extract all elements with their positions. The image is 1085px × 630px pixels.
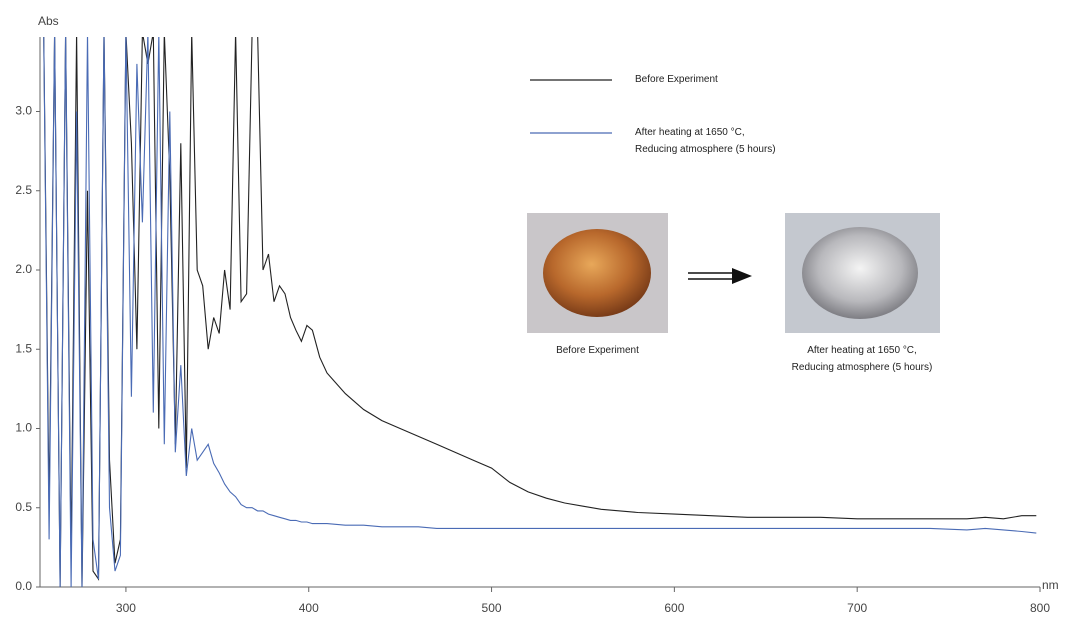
x-tick-label: 700 xyxy=(847,601,867,615)
gem-after xyxy=(802,227,918,319)
y-tick-label: 0.0 xyxy=(15,579,32,593)
x-axis-label: nm xyxy=(1042,578,1059,592)
chart: Abs nm 0.0 0.5 1.0 1.5 2.0 2.5 3.0 300 400 500 600… xyxy=(0,0,1085,630)
gem-before xyxy=(543,229,651,317)
y-tick-label: 3.0 xyxy=(15,104,32,118)
x-tick-label: 800 xyxy=(1030,601,1050,615)
arrow xyxy=(688,268,752,284)
caption-before: Before Experiment xyxy=(517,342,678,359)
x-tick-label: 300 xyxy=(116,601,136,615)
legend-label: Before Experiment xyxy=(635,71,718,88)
legend-label: After heating at 1650 °C, Reducing atmos… xyxy=(635,124,776,158)
x-tick-label: 500 xyxy=(482,601,502,615)
y-tick-label: 1.5 xyxy=(15,341,32,355)
page: Abs nm 0.0 0.5 1.0 1.5 2.0 2.5 3.0 300 400 500 600… xyxy=(0,0,1085,630)
x-tick-label: 400 xyxy=(299,601,319,615)
y-tick-label: 1.0 xyxy=(15,421,32,435)
x-tick-label: 600 xyxy=(664,601,684,615)
y-tick-label: 2.0 xyxy=(15,262,32,276)
caption-after: After heating at 1650 °C, Reducing atmos… xyxy=(762,342,962,376)
y-axis-label: Abs xyxy=(38,14,59,28)
y-tick-label: 0.5 xyxy=(15,500,32,514)
y-tick-label: 2.5 xyxy=(15,183,32,197)
